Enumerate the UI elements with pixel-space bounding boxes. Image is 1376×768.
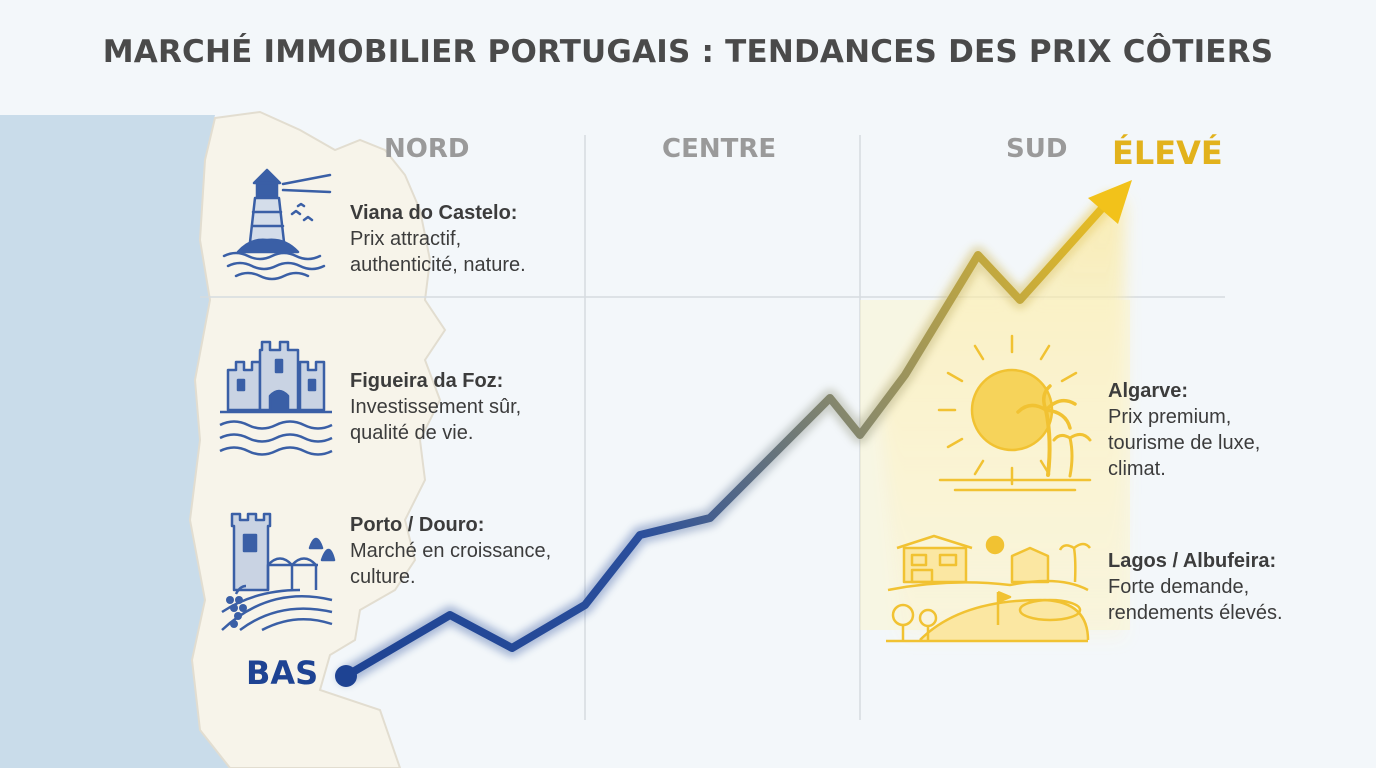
region-name: Lagos / Albufeira: [1108, 550, 1277, 572]
region-desc: Prix attractif, authenticité, nature. [350, 228, 526, 276]
trend-arrow-head [1088, 180, 1132, 224]
region-desc: Marché en croissance, culture. [350, 540, 552, 588]
level-high-label: ÉLEVÉ [1112, 134, 1223, 172]
region-lagos: Lagos / Albufeira: Forte demande, rendem… [1108, 548, 1283, 626]
page-title: MARCHÉ IMMOBILIER PORTUGAIS : TENDANCES … [102, 34, 1274, 70]
column-header-nord: NORD [384, 134, 470, 164]
region-figueira: Figueira da Foz: Investissement sûr, qua… [350, 368, 521, 446]
villa-golf-icon [886, 534, 1091, 643]
region-desc: Forte demande, rendements élevés. [1108, 576, 1283, 624]
region-desc: Prix premium, tourisme de luxe, climat. [1108, 406, 1261, 480]
region-name: Porto / Douro: [350, 514, 485, 536]
region-desc: Investissement sûr, qualité de vie. [350, 396, 522, 444]
column-header-sud: SUD [1006, 134, 1068, 164]
portugal-map [188, 110, 447, 768]
region-porto: Porto / Douro: Marché en croissance, cul… [350, 512, 551, 590]
level-low-label: BAS [246, 654, 319, 692]
trend-line [342, 201, 1109, 680]
trend-start-dot [335, 665, 357, 687]
region-name: Figueira da Foz: [350, 370, 504, 392]
column-header-centre: CENTRE [662, 134, 777, 164]
tower-vineyard-icon [221, 512, 336, 632]
sea [0, 115, 230, 768]
sun-palm-icon [937, 334, 1092, 492]
region-viana: Viana do Castelo: Prix attractif, authen… [350, 200, 526, 278]
region-name: Algarve: [1108, 380, 1189, 402]
region-algarve: Algarve: Prix premium, tourisme de luxe,… [1108, 378, 1260, 482]
region-name: Viana do Castelo: [350, 202, 518, 224]
lighthouse-icon [222, 168, 332, 281]
castle-icon [219, 340, 333, 456]
